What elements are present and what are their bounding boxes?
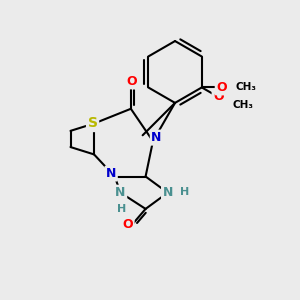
Text: O: O bbox=[126, 75, 137, 88]
Text: N: N bbox=[151, 131, 162, 144]
Text: O: O bbox=[216, 81, 227, 94]
Text: N: N bbox=[163, 186, 173, 199]
Text: S: S bbox=[88, 116, 98, 130]
Text: N: N bbox=[106, 167, 116, 180]
Text: H: H bbox=[180, 187, 189, 197]
Text: CH₃: CH₃ bbox=[236, 82, 256, 92]
Text: H: H bbox=[116, 205, 126, 214]
Text: N: N bbox=[116, 186, 126, 199]
Text: O: O bbox=[122, 218, 133, 231]
Text: O: O bbox=[213, 91, 224, 103]
Text: CH₃: CH₃ bbox=[232, 100, 254, 110]
